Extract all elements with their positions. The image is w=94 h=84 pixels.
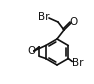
Text: O: O [27, 46, 35, 56]
Text: Br: Br [38, 12, 50, 22]
Text: Br: Br [72, 58, 83, 68]
Text: O: O [70, 17, 78, 27]
